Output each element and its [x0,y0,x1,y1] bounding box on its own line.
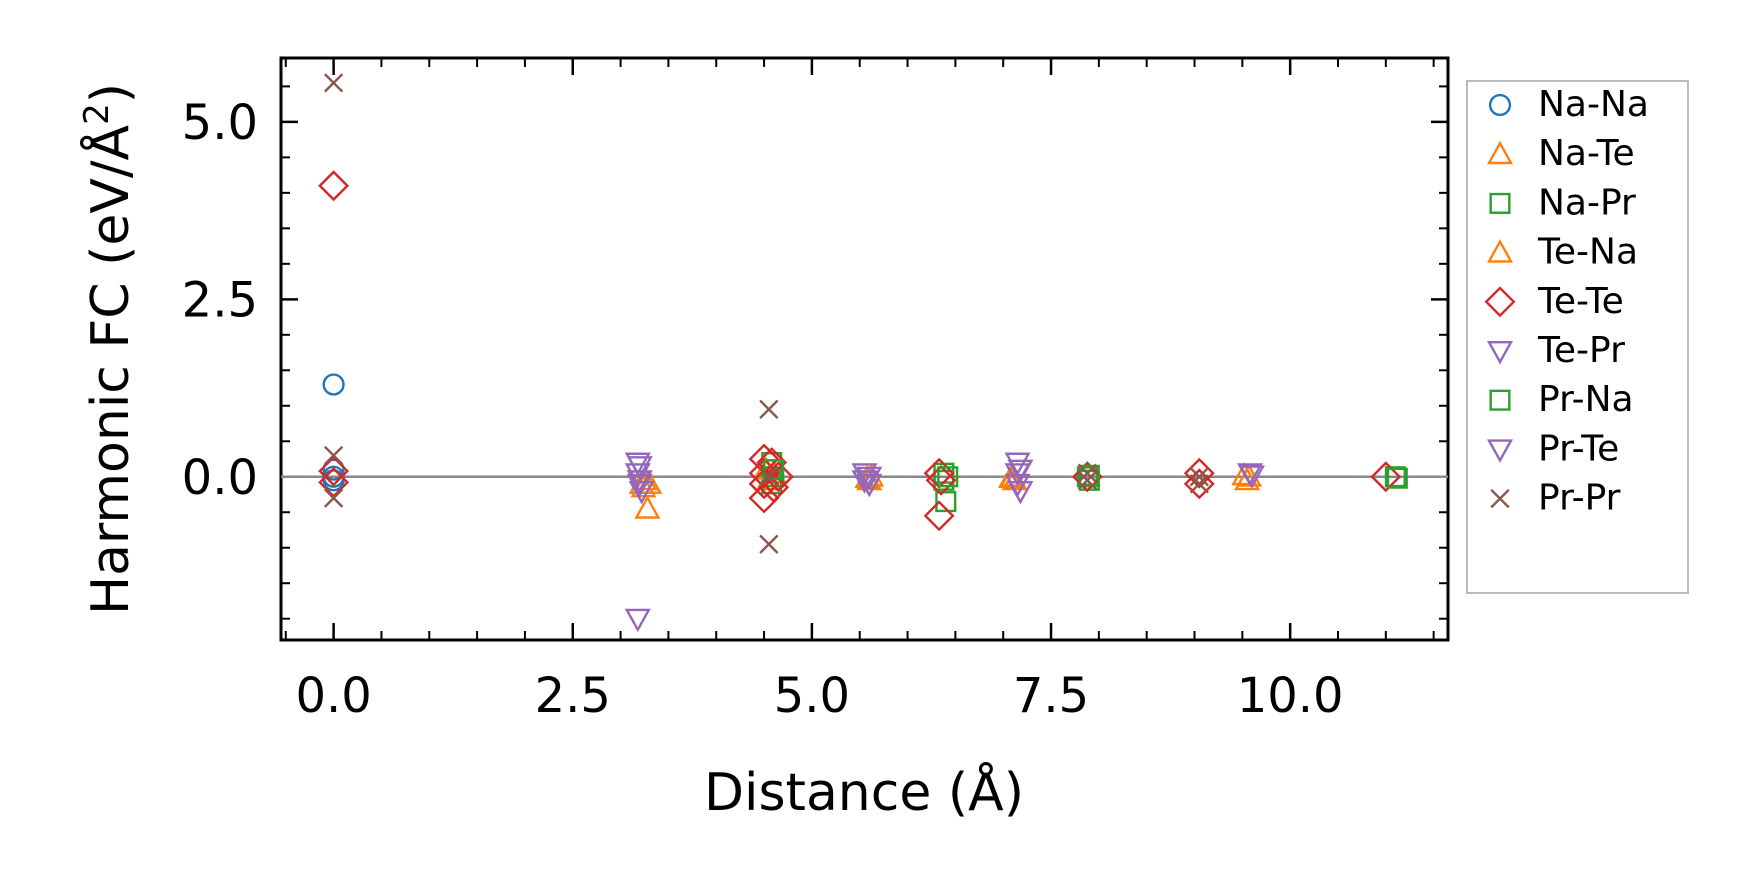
series-pr-te [626,456,1265,505]
series-te-pr [624,452,1264,633]
legend-label: Pr-Pr [1538,478,1621,519]
point-pr-pr [759,534,779,554]
y-axis-label-sup: 2 [77,103,117,125]
y-tick-label: 2.5 [182,272,258,328]
major-ticks [281,58,1448,640]
legend-item-pr-te: Pr-Te [1486,428,1619,469]
x-tick-label: 2.5 [535,668,611,724]
legend-marker-pr-na [1489,389,1511,411]
legend-marker-te-pr [1486,341,1514,365]
legend-items: Na-Na Na-Te Na-Pr Te-Na Te-Te Te-Pr Pr-Na Pr-Te… [1484,84,1649,519]
x-tick-label: 5.0 [774,668,850,724]
legend-marker-pr-te [1486,439,1514,463]
point-pr-pr [759,467,779,487]
point-pr-pr [1189,474,1209,494]
x-tick-label: 10.0 [1237,668,1344,724]
point-pr-na [1386,467,1408,489]
y-axis-label-main: Harmonic FC (eV/Å [79,124,141,615]
point-pr-pr [1077,463,1098,483]
legend-marker-na-pr [1489,192,1511,214]
point-te-te [748,482,780,514]
legend-label: Na-Pr [1538,182,1636,223]
point-pr-pr [759,399,779,419]
point-pr-te [1007,480,1034,505]
legend-item-te-pr: Te-Pr [1486,330,1625,371]
y-axis-label-close: ) [81,83,141,103]
legend-label: Te-Na [1537,232,1638,273]
legend-marker-na-na [1488,93,1512,117]
point-na-na [322,469,345,492]
legend-label: Na-Te [1538,133,1635,174]
y-tick-labels: 0.0 2.5 5.0 [182,95,258,506]
point-te-te [318,466,350,498]
plot-frame [279,56,1450,642]
legend-marker-na-te [1486,140,1514,165]
point-pr-pr [323,73,344,93]
point-te-pr [624,608,651,633]
legend-item-pr-pr: Pr-Pr [1490,478,1621,519]
minor-ticks [281,58,1448,640]
series-pr-pr [323,73,1209,554]
legend-label: Na-Na [1538,84,1649,125]
legend-label: Pr-Na [1538,379,1634,420]
point-te-pr [851,470,878,494]
point-pr-na [937,466,959,488]
point-na-na [322,373,345,396]
point-te-te [318,170,350,202]
y-tick-label: 5.0 [182,95,258,151]
plot-area [279,56,1450,642]
x-tick-labels: 0.0 2.5 5.0 7.5 10.0 [295,668,1343,724]
y-tick-label: 0.0 [182,450,258,506]
point-te-te [1370,461,1402,493]
series-pr-na [763,459,1408,489]
point-pr-te [626,456,653,480]
x-tick-label: 0.0 [295,668,371,724]
point-te-te [923,500,955,532]
x-tick-label: 7.5 [1013,668,1089,724]
legend-item-te-te: Te-Te [1484,281,1624,322]
legend-frame [1466,80,1689,594]
legend-marker-pr-pr [1490,488,1510,509]
point-pr-te [856,473,883,498]
legend: Na-Na Na-Te Na-Pr Te-Na Te-Te Te-Pr Pr-Na Pr-Te… [1466,80,1689,594]
legend-marker-te-na [1486,239,1514,263]
legend-item-na-te: Na-Te [1486,133,1635,174]
point-na-te [634,495,661,519]
legend-label: Pr-Te [1538,428,1619,469]
legend-item-te-na: Te-Na [1486,232,1638,273]
point-pr-te [1238,465,1265,489]
data-points [318,73,1408,633]
legend-item-pr-na: Pr-Na [1489,379,1634,420]
point-na-pr [1384,466,1406,488]
point-te-te [318,455,350,487]
legend-label: Te-Pr [1537,330,1625,371]
point-na-pr [1076,466,1098,488]
y-axis-label: Harmonic FC (eV/Å2) [77,83,141,615]
point-na-na [322,458,345,481]
series-na-na [322,373,345,492]
point-pr-te [856,466,883,491]
point-te-te [1183,468,1215,500]
legend-item-na-pr: Na-Pr [1489,182,1636,223]
point-te-te [925,464,957,496]
point-te-te [762,461,794,493]
point-pr-na [1078,464,1100,486]
x-axis-label: Distance (Å) [704,761,1024,823]
point-pr-pr [323,445,344,466]
point-na-pr [935,491,957,513]
point-pr-pr [323,488,344,508]
point-pr-pr [1077,470,1098,490]
point-pr-te [1007,459,1034,484]
point-pr-pr [1189,467,1209,487]
point-te-na [1231,461,1258,486]
legend-label: Te-Te [1537,281,1624,322]
legend-marker-te-te [1484,286,1516,318]
point-pr-na [763,459,785,481]
point-pr-te [628,480,655,505]
legend-item-na-na: Na-Na [1488,84,1649,125]
